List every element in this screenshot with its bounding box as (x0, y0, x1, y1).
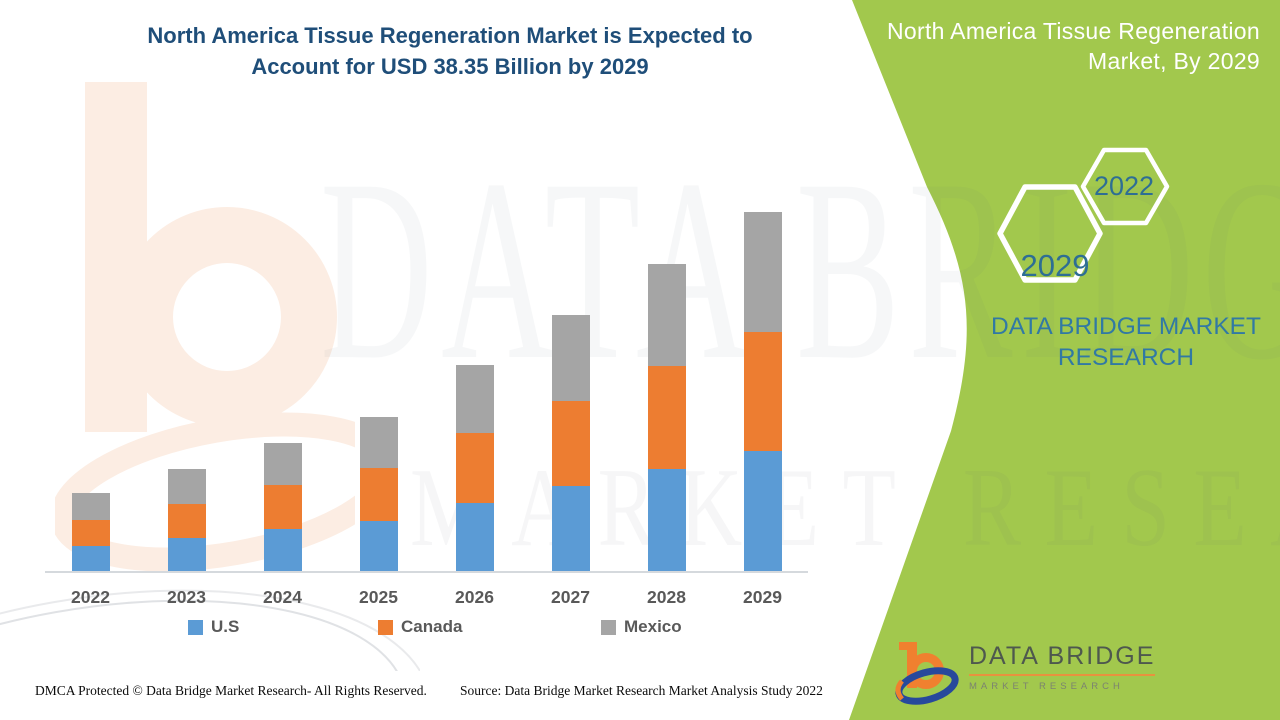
bar-2023 (167, 469, 206, 571)
bar-2026 (455, 365, 494, 571)
legend-swatch-mexico (601, 619, 616, 635)
company-logo-b-icon (895, 642, 959, 705)
legend-item-mexico: Mexico (601, 617, 682, 637)
watermark-b-logo-icon (55, 82, 355, 572)
legend-item-canada: Canada (378, 617, 462, 637)
side-panel-title: North America Tissue Regeneration Market… (860, 16, 1272, 76)
bar-segment-us-2022 (71, 545, 110, 571)
bar-plot (71, 212, 782, 571)
chart-title-line2: Account for USD 38.35 Billion by 2029 (251, 54, 649, 79)
hexagon-year-2022: 2022 (1093, 171, 1155, 201)
bar-segment-canada-2023 (167, 503, 206, 539)
bar-2025 (359, 416, 398, 571)
bar-segment-canada-2024 (263, 484, 302, 529)
legend-swatch-us (188, 619, 203, 635)
legend-swatch-canada (378, 619, 393, 635)
bar-segment-mexico-2025 (359, 416, 398, 469)
bar-segment-canada-2028 (647, 366, 686, 469)
footer-source-text: Source: Data Bridge Market Research Mark… (460, 683, 823, 698)
bar-segment-mexico-2022 (71, 493, 110, 520)
bar-segment-us-2025 (359, 520, 398, 571)
chart-title-line1: North America Tissue Regeneration Market… (147, 23, 753, 48)
bar-segment-canada-2022 (71, 519, 110, 546)
brand-text: DATA BRIDGE MARKET RESEARCH (991, 313, 1261, 371)
bar-segment-mexico-2024 (263, 442, 302, 485)
bar-2029 (743, 212, 782, 571)
hexagon-year-2029: 2029 (1020, 248, 1090, 283)
bar-segment-mexico-2029 (743, 212, 782, 333)
legend-item-us: U.S (188, 617, 239, 637)
bar-segment-canada-2025 (359, 468, 398, 521)
bar-segment-mexico-2027 (551, 314, 590, 401)
x-axis-line (45, 571, 808, 573)
bar-segment-us-2028 (647, 469, 686, 571)
legend-label-canada: Canada (401, 617, 463, 636)
bar-segment-canada-2029 (743, 332, 782, 452)
bar-segment-canada-2027 (551, 400, 590, 486)
bar-2027 (551, 314, 590, 571)
footer-dmca-text: DMCA Protected © Data Bridge Market Rese… (35, 683, 427, 698)
bar-segment-us-2023 (167, 538, 206, 571)
bar-2024 (263, 442, 302, 571)
bar-segment-canada-2026 (455, 433, 494, 503)
footer-strip (0, 671, 846, 720)
side-panel-title-line1: North America Tissue Regeneration (887, 18, 1260, 44)
bar-2028 (647, 264, 686, 571)
company-logo-sub: MARKET RESEARCH (969, 681, 1124, 692)
bar-segment-us-2029 (743, 451, 782, 571)
bar-segment-us-2024 (263, 528, 302, 571)
bar-segment-mexico-2023 (167, 469, 206, 504)
company-logo: DATA BRIDGE MARKET RESEARCH (895, 636, 1156, 710)
bar-2022 (71, 493, 110, 571)
bar-segment-mexico-2028 (647, 264, 686, 366)
hexagons-icon (997, 147, 1170, 283)
side-panel-title-line2: Market, By 2029 (1088, 48, 1260, 74)
company-logo-name: DATA BRIDGE (969, 642, 1156, 676)
legend-label-us: U.S (211, 617, 240, 636)
bar-segment-us-2027 (551, 485, 590, 571)
legend-label-mexico: Mexico (624, 617, 682, 636)
bar-segment-us-2026 (455, 502, 494, 571)
company-logo-text: DATA BRIDGE MARKET RESEARCH (969, 636, 1156, 692)
bar-segment-mexico-2026 (455, 365, 494, 434)
chart-title: North America Tissue Regeneration Market… (90, 20, 810, 82)
